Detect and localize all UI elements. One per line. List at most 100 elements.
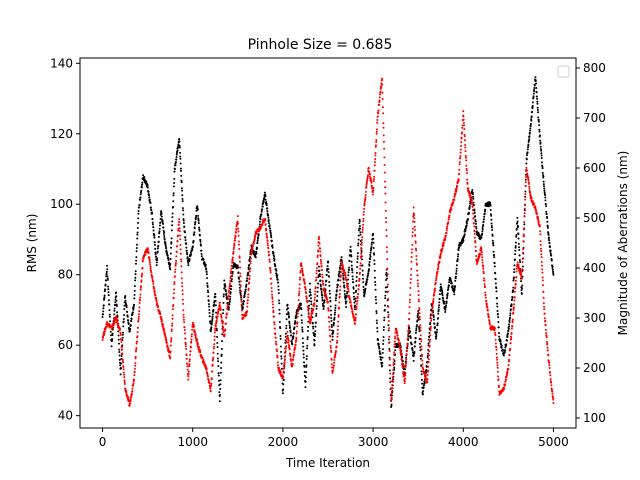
data-point [155, 255, 158, 258]
data-point [342, 269, 345, 272]
data-point [468, 205, 471, 208]
data-point [461, 240, 464, 243]
data-point [306, 336, 309, 339]
data-point [288, 315, 291, 318]
data-point [415, 249, 418, 252]
data-point [333, 313, 336, 316]
data-point [163, 231, 166, 234]
data-point [526, 154, 529, 157]
data-point [405, 362, 408, 365]
data-point [269, 232, 272, 235]
data-point [289, 329, 292, 332]
data-point [216, 346, 219, 349]
data-point [534, 76, 537, 79]
data-point [505, 378, 508, 381]
data-point [521, 287, 524, 290]
data-point [330, 363, 333, 366]
data-point [416, 269, 419, 272]
data-point [298, 290, 301, 293]
data-point [187, 372, 190, 375]
data-point [269, 227, 271, 230]
data-point [193, 233, 196, 236]
data-point [174, 264, 177, 267]
data-point [353, 295, 356, 298]
data-point [130, 317, 133, 320]
data-point [529, 125, 532, 128]
data-point [334, 349, 337, 352]
data-point [300, 319, 303, 322]
data-point [140, 280, 143, 283]
data-point [236, 220, 239, 223]
data-point [359, 267, 362, 270]
data-point [483, 283, 486, 286]
data-point [136, 331, 139, 334]
data-point [173, 283, 176, 286]
data-point [334, 351, 337, 354]
data-point [319, 285, 322, 288]
data-point [136, 226, 139, 229]
data-point [189, 346, 192, 349]
data-point [438, 260, 441, 263]
data-point [536, 97, 539, 100]
data-point [281, 392, 284, 395]
series-right-ff0000 [101, 77, 555, 407]
data-point [300, 321, 303, 324]
data-point [338, 275, 341, 278]
data-point [345, 296, 348, 299]
data-point [443, 300, 446, 303]
data-point [203, 261, 206, 264]
data-point [540, 253, 543, 256]
data-point [103, 297, 106, 300]
data-point [118, 348, 121, 351]
data-point [497, 384, 500, 387]
data-point [115, 317, 118, 320]
data-point [373, 164, 376, 167]
data-point [540, 154, 543, 157]
data-point [477, 259, 480, 262]
data-point [545, 340, 548, 343]
data-point [131, 311, 134, 314]
data-point [230, 285, 233, 288]
data-point [354, 319, 357, 322]
data-point [518, 259, 521, 262]
data-point [152, 282, 155, 285]
data-point [183, 329, 186, 332]
data-point [184, 345, 187, 348]
data-point [164, 241, 167, 244]
data-point [435, 279, 438, 282]
data-point [157, 305, 160, 308]
data-point [414, 241, 417, 244]
data-point [331, 371, 334, 374]
data-point [348, 298, 351, 301]
data-point [309, 297, 312, 300]
data-point [151, 218, 154, 221]
data-point [276, 364, 279, 367]
data-point [484, 293, 487, 296]
data-point [289, 326, 292, 329]
data-point [212, 351, 215, 354]
data-point [102, 336, 105, 339]
data-point [383, 319, 386, 322]
data-point [227, 294, 230, 297]
data-point [138, 204, 141, 207]
data-point [328, 325, 331, 328]
data-point [497, 332, 500, 335]
data-point [357, 234, 360, 237]
data-point [537, 116, 540, 119]
data-point [274, 333, 277, 336]
data-point [328, 292, 331, 295]
data-point [275, 350, 278, 353]
data-point [513, 299, 516, 302]
data-point [548, 242, 551, 245]
data-point [148, 259, 151, 262]
data-point [546, 220, 549, 223]
data-point [535, 82, 538, 85]
data-point [269, 267, 272, 270]
data-point [414, 331, 417, 334]
data-point [330, 317, 333, 320]
data-point [475, 227, 478, 230]
data-point [129, 402, 132, 405]
data-point [336, 289, 339, 292]
data-point [433, 287, 436, 290]
data-point [404, 360, 407, 363]
